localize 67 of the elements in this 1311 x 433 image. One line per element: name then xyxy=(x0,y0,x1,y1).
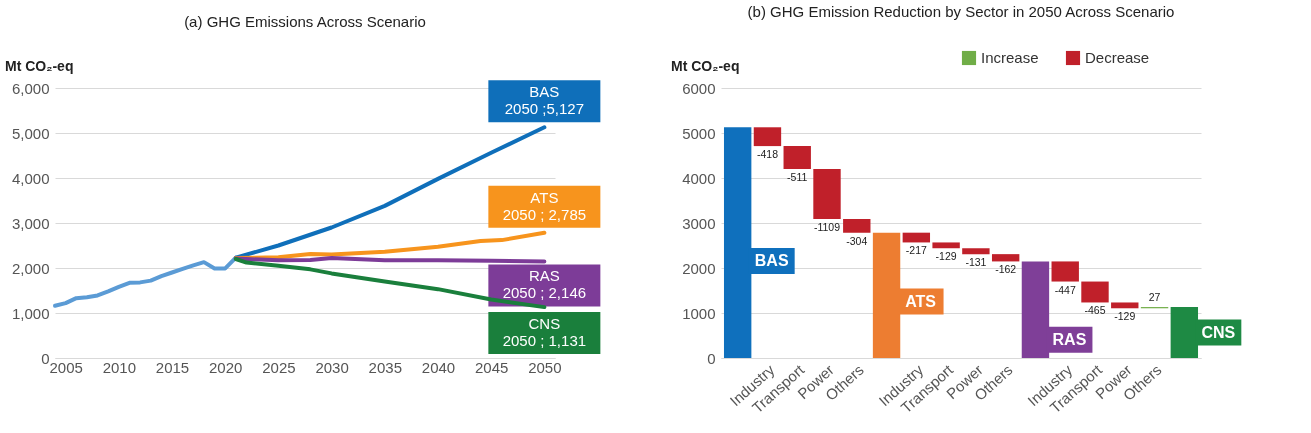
bar xyxy=(813,169,841,219)
y-tick-label: 2000 xyxy=(682,259,716,277)
series-label: ATS xyxy=(905,292,937,310)
y-tick-label: 0 xyxy=(707,349,716,367)
chart-title: (b) GHG Emission Reduction by Sector in 2050 Across Scenario xyxy=(747,3,1175,20)
x-tick-label: 2045 xyxy=(474,358,509,376)
bar xyxy=(991,254,1020,262)
data-label: -1109 xyxy=(813,220,841,233)
y-tick-label: 4000 xyxy=(682,169,716,187)
bar xyxy=(932,242,960,249)
series-label: CNS xyxy=(528,315,561,333)
x-tick-label: 2040 xyxy=(421,358,456,376)
line-series xyxy=(53,255,238,308)
annotation: 2050 ; 2,146 xyxy=(502,284,587,302)
x-tick-label: 2010 xyxy=(102,358,137,376)
bar xyxy=(783,146,811,170)
data-label: -129 xyxy=(1114,310,1136,323)
y-tick-label: 4,000 xyxy=(11,169,50,187)
data-label: -162 xyxy=(995,263,1017,276)
y-tick-label: 1000 xyxy=(682,304,716,322)
annotation: 2050 ; 2,785 xyxy=(502,205,587,223)
chart-title: (a) GHG Emissions Across Scenario xyxy=(184,13,426,30)
x-tick-label: 2005 xyxy=(49,358,83,376)
line-series xyxy=(233,230,547,261)
x-tick-label: 2020 xyxy=(209,358,243,376)
data-label: -129 xyxy=(935,250,957,263)
bar xyxy=(753,127,782,147)
bar xyxy=(1081,281,1109,303)
y-tick-label: 2,000 xyxy=(11,259,50,277)
x-tick-label: 2035 xyxy=(368,358,402,376)
y-tick-label: 1,000 xyxy=(11,304,50,322)
series-label: CNS xyxy=(1201,323,1236,341)
bar xyxy=(902,232,931,243)
data-label: -217 xyxy=(905,244,927,257)
data-label: -304 xyxy=(846,234,868,247)
y-tick-label: 0 xyxy=(41,349,50,367)
x-tick-label: 2025 xyxy=(262,358,296,376)
data-label: -465 xyxy=(1084,304,1106,317)
x-tick-label: 2050 xyxy=(528,358,562,376)
y-tick-label: 6,000 xyxy=(11,79,50,97)
legend-label: Decrease xyxy=(1085,49,1150,66)
y-tick-label: 3,000 xyxy=(11,214,50,232)
y-tick-label: 5000 xyxy=(682,124,716,142)
series-label: BAS xyxy=(754,252,789,270)
bar xyxy=(843,219,871,233)
series-label: RAS xyxy=(1052,330,1087,348)
legend-label: Increase xyxy=(981,49,1039,66)
bar xyxy=(1051,261,1079,282)
data-label: -131 xyxy=(965,256,987,269)
y-tick-label: 6000 xyxy=(682,79,716,97)
x-tick-label: 2015 xyxy=(155,358,190,376)
y-axis-title: Mt CO₂-eq xyxy=(671,58,740,74)
y-tick-label: 5,000 xyxy=(11,124,50,142)
annotation: 2050 ; 1,131 xyxy=(502,332,587,350)
series-label: RAS xyxy=(528,267,560,285)
bar xyxy=(1111,302,1139,309)
data-label: 27 xyxy=(1148,291,1161,304)
x-tick-label: 2030 xyxy=(315,358,349,376)
data-label: -418 xyxy=(756,148,779,161)
text: BAS xyxy=(529,83,560,101)
y-axis-title: Mt CO₂-eq xyxy=(5,58,74,74)
annotation: 2050 ;5,127 xyxy=(504,100,584,118)
data-label: -511 xyxy=(787,171,808,184)
bar xyxy=(962,248,990,255)
data-label: -447 xyxy=(1054,283,1076,296)
series-label: ATS xyxy=(530,188,559,206)
y-tick-label: 3000 xyxy=(682,214,716,232)
